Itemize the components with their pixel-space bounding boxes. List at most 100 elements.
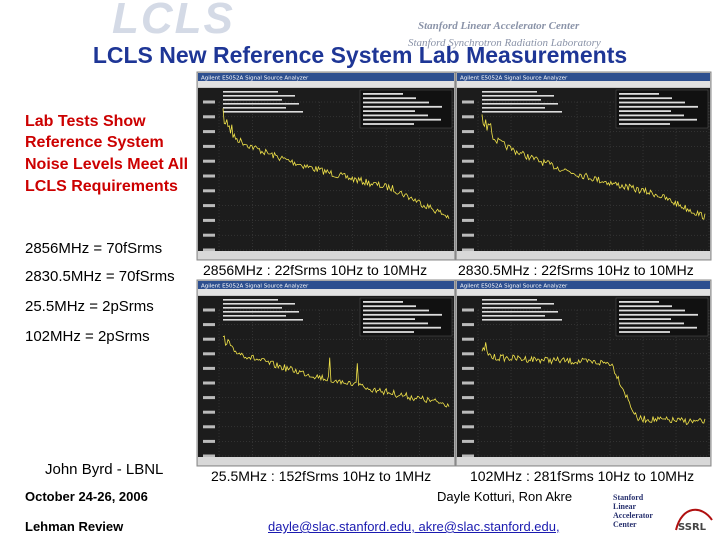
axis-label bbox=[203, 204, 215, 208]
axis-label bbox=[462, 159, 474, 163]
trace bbox=[222, 335, 450, 408]
title-bar bbox=[198, 73, 454, 81]
info-text bbox=[482, 99, 541, 101]
marker-text bbox=[363, 313, 442, 316]
axis-label bbox=[203, 352, 215, 356]
axis-label bbox=[462, 100, 474, 104]
marker-text bbox=[619, 114, 684, 117]
marker-text bbox=[619, 118, 697, 121]
footer-logo: Stanford Linear Accelerator Center bbox=[613, 493, 653, 529]
marker-text bbox=[363, 301, 403, 303]
axis-label bbox=[462, 323, 474, 327]
event: Lehman Review bbox=[25, 519, 124, 534]
info-text bbox=[482, 311, 558, 313]
axis-label bbox=[203, 366, 215, 370]
menu-bar bbox=[457, 81, 710, 87]
axis-label bbox=[462, 144, 474, 148]
requirement: 2830.5MHz = 70fSrms bbox=[25, 268, 175, 285]
axis-label bbox=[203, 218, 215, 222]
title-bar bbox=[198, 281, 454, 289]
marker-text bbox=[619, 93, 659, 95]
marker-text bbox=[619, 331, 670, 333]
axis-label bbox=[462, 396, 474, 400]
marker-text bbox=[619, 318, 671, 320]
info-text bbox=[482, 95, 554, 97]
axis-label bbox=[462, 366, 474, 370]
logo: LCLS bbox=[112, 0, 235, 43]
info-text bbox=[223, 103, 299, 105]
caption: 25.5MHz : 152fSrms 10Hz to 1MHz bbox=[211, 468, 432, 484]
info-text bbox=[223, 111, 303, 113]
marker-text bbox=[619, 301, 659, 303]
info-text bbox=[482, 111, 562, 113]
axis-label bbox=[462, 189, 474, 193]
marker-text bbox=[363, 309, 429, 312]
trace bbox=[222, 108, 450, 219]
info-text bbox=[223, 319, 303, 321]
window-title: Agilent E5052A Signal Source Analyzer bbox=[201, 76, 309, 82]
marker-text bbox=[363, 97, 416, 100]
menu-bar bbox=[198, 81, 454, 87]
marker-table bbox=[615, 297, 709, 337]
marker-table bbox=[359, 297, 453, 337]
logo-line: Stanford bbox=[613, 493, 644, 502]
marker-text bbox=[619, 322, 684, 325]
marker-text bbox=[363, 105, 442, 108]
trace bbox=[481, 114, 706, 220]
status-bar bbox=[457, 457, 710, 465]
status-bar bbox=[198, 457, 454, 465]
logo-line: Center bbox=[613, 520, 637, 529]
axis-label bbox=[462, 439, 474, 443]
marker-text bbox=[363, 318, 415, 320]
emails[interactable]: dayle@slac.stanford.edu, akre@slac.stanf… bbox=[268, 519, 560, 534]
marker-text bbox=[363, 123, 414, 125]
info-text bbox=[482, 319, 562, 321]
axis-label bbox=[203, 439, 215, 443]
svg-text:SSRL: SSRL bbox=[678, 522, 707, 533]
info-text bbox=[482, 107, 545, 109]
marker-text bbox=[619, 326, 697, 329]
info-text bbox=[223, 99, 282, 101]
axis-label bbox=[203, 100, 215, 104]
info-text bbox=[223, 303, 295, 305]
summary-line: Reference System bbox=[25, 134, 164, 151]
screenshot: Agilent E5052A Signal Source Analyzer bbox=[196, 71, 456, 261]
marker-text bbox=[619, 309, 685, 312]
info-text bbox=[223, 107, 286, 109]
screenshot: Agilent E5052A Signal Source Analyzer bbox=[196, 279, 456, 467]
marker-text bbox=[363, 322, 428, 325]
info-text bbox=[482, 307, 541, 309]
axis-label bbox=[462, 248, 474, 252]
axis-label bbox=[203, 115, 215, 119]
axis-label bbox=[203, 174, 215, 178]
axis-label bbox=[462, 130, 474, 134]
axis-label bbox=[462, 115, 474, 119]
info-text bbox=[482, 91, 537, 93]
menu-bar bbox=[457, 289, 710, 295]
marker-text bbox=[363, 93, 403, 95]
marker-text bbox=[363, 118, 441, 121]
axis-label bbox=[462, 337, 474, 341]
org-name: Stanford Synchrotron Radiation Laborator… bbox=[408, 37, 601, 49]
axis-label bbox=[462, 308, 474, 312]
axis-label bbox=[462, 425, 474, 429]
info-text bbox=[223, 95, 295, 97]
axis-label bbox=[462, 381, 474, 385]
axis-label bbox=[462, 233, 474, 237]
logo-line: Linear bbox=[613, 502, 637, 511]
marker-text bbox=[363, 326, 441, 329]
axis-label bbox=[203, 323, 215, 327]
axis-label bbox=[462, 204, 474, 208]
info-text bbox=[223, 311, 299, 313]
info-text bbox=[223, 315, 286, 317]
requirement: 102MHz = 2pSrms bbox=[25, 328, 150, 345]
axis-label bbox=[203, 233, 215, 237]
requirement: 25.5MHz = 2pSrms bbox=[25, 298, 154, 315]
marker-text bbox=[363, 101, 429, 104]
marker-table bbox=[615, 89, 709, 129]
caption: 2856MHz : 22fSrms 10Hz to 10MHz bbox=[203, 262, 428, 278]
date: October 24-26, 2006 bbox=[25, 489, 148, 504]
marker-table bbox=[359, 89, 453, 129]
